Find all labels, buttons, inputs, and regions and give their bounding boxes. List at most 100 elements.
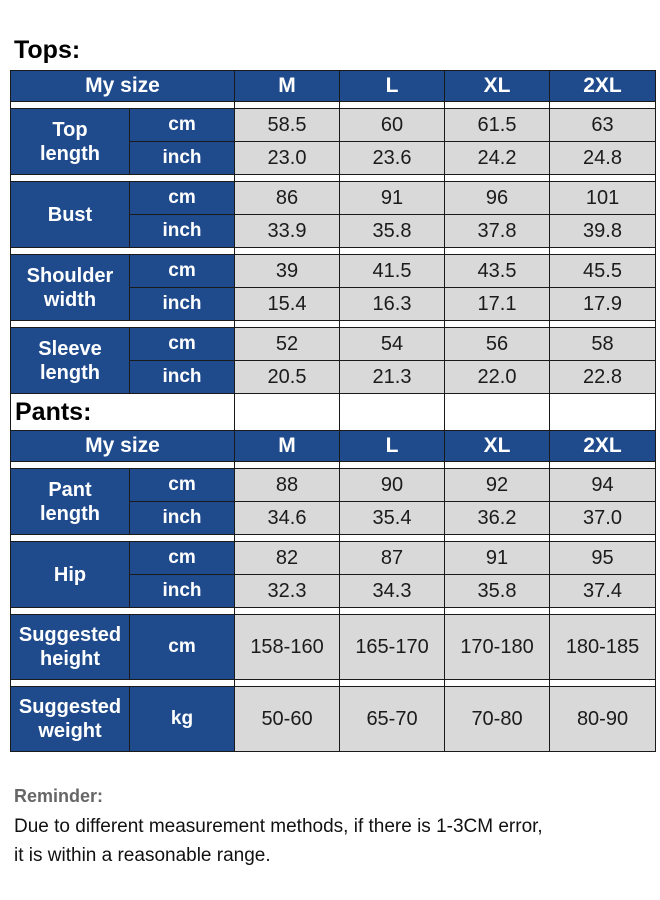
header-size-xl: XL (445, 71, 551, 102)
value-cell: 34.3 (340, 575, 446, 608)
reminder-title: Reminder: (14, 786, 104, 806)
value-cell: 37.0 (550, 502, 656, 535)
value-cell: 37.8 (445, 215, 551, 248)
reminder-line: Due to different measurement methods, if… (14, 816, 543, 837)
value-cell: 95 (550, 542, 656, 575)
value-cell: 39.8 (550, 215, 656, 248)
unit-label: inch (130, 575, 236, 608)
value-cell: 101 (550, 182, 656, 215)
value-cell: 45.5 (550, 255, 656, 288)
value-cell: 24.8 (550, 142, 656, 175)
value-cell: 52 (235, 328, 341, 361)
unit-label: cm (130, 328, 236, 361)
value-cell: 23.6 (340, 142, 446, 175)
value-cell: 96 (445, 182, 551, 215)
value-cell: 33.9 (235, 215, 341, 248)
value-cell: 65-70 (340, 687, 446, 751)
value-cell: 60 (340, 109, 446, 142)
unit-label: cm (130, 255, 236, 288)
header-size-m: M (235, 431, 341, 462)
value-cell: 43.5 (445, 255, 551, 288)
unit-label: inch (130, 288, 236, 321)
table-row: inch 32.3 34.3 35.8 37.4 (11, 575, 656, 608)
unit-label: cm (130, 469, 236, 502)
table-row: Suggested weight kg 50-60 65-70 70-80 80… (11, 687, 656, 751)
table-row: Bust cm 86 91 96 101 (11, 182, 656, 248)
header-size-l: L (340, 71, 446, 102)
unit-label: cm (130, 615, 236, 680)
value-cell: 54 (340, 328, 446, 361)
table-row: Shoulder width cm 39 41.5 43.5 45.5 (11, 255, 656, 321)
table-row: Sleeve length cm 52 54 56 58 (11, 328, 656, 394)
pants-title: Pants: (15, 398, 92, 426)
row-label-suggested-height: Suggested height (11, 615, 130, 680)
value-cell: 17.1 (445, 288, 551, 321)
value-cell: 90 (340, 469, 446, 502)
value-cell: 165-170 (340, 615, 446, 680)
value-cell: 32.3 (235, 575, 341, 608)
unit-label: inch (130, 502, 236, 535)
table-row: inch 34.6 35.4 36.2 37.0 (11, 502, 656, 535)
reminder-text: Due to different measurement methods, if… (14, 812, 654, 870)
row-label-suggested-weight: Suggested weight (11, 687, 130, 751)
value-cell: 22.8 (550, 361, 656, 394)
unit-label: kg (130, 687, 236, 751)
table-row: Top length cm 58.5 60 61.5 63 (11, 109, 656, 175)
unit-label: cm (130, 182, 236, 215)
row-label-bust: Bust (11, 182, 130, 248)
row-label-pant-length: Pant length (11, 469, 130, 535)
value-cell: 87 (340, 542, 446, 575)
unit-label: inch (130, 142, 236, 175)
table-row: Pant length cm 88 90 92 94 (11, 469, 656, 535)
value-cell: 41.5 (340, 255, 446, 288)
header-my-size: My size (11, 71, 236, 102)
value-cell: 91 (340, 182, 446, 215)
value-cell: 35.4 (340, 502, 446, 535)
table-row: Suggested height cm 158-160 165-170 170-… (11, 615, 656, 680)
unit-label: inch (130, 215, 236, 248)
value-cell: 56 (445, 328, 551, 361)
header-size-l: L (340, 431, 446, 462)
value-cell: 61.5 (445, 109, 551, 142)
row-label-top-length: Top length (11, 109, 130, 175)
value-cell: 22.0 (445, 361, 551, 394)
value-cell: 70-80 (445, 687, 551, 751)
value-cell: 58.5 (235, 109, 341, 142)
header-size-2xl: 2XL (550, 431, 656, 462)
value-cell: 94 (550, 469, 656, 502)
value-cell: 17.9 (550, 288, 656, 321)
reminder-line: it is within a reasonable range. (14, 845, 271, 866)
value-cell: 58 (550, 328, 656, 361)
tops-title: Tops: (14, 36, 81, 64)
unit-label: cm (130, 542, 236, 575)
table-row: inch 33.9 35.8 37.8 39.8 (11, 215, 656, 248)
value-cell: 35.8 (445, 575, 551, 608)
value-cell: 91 (445, 542, 551, 575)
value-cell: 80-90 (550, 687, 656, 751)
header-size-2xl: 2XL (550, 71, 656, 102)
value-cell: 16.3 (340, 288, 446, 321)
value-cell: 34.6 (235, 502, 341, 535)
value-cell: 24.2 (445, 142, 551, 175)
header-my-size: My size (11, 431, 236, 462)
table-row: Hip cm 82 87 91 95 (11, 542, 656, 608)
value-cell: 180-185 (550, 615, 656, 680)
value-cell: 86 (235, 182, 341, 215)
unit-label: inch (130, 361, 236, 394)
tops-size-table: My size M L XL 2XL Top length cm 58.5 60… (10, 70, 657, 752)
value-cell: 36.2 (445, 502, 551, 535)
value-cell: 39 (235, 255, 341, 288)
value-cell: 15.4 (235, 288, 341, 321)
pants-title-row: Pants: (11, 394, 656, 431)
value-cell: 37.4 (550, 575, 656, 608)
table-row: inch 20.5 21.3 22.0 22.8 (11, 361, 656, 394)
row-label-sleeve-length: Sleeve length (11, 328, 130, 394)
row-label-shoulder-width: Shoulder width (11, 255, 130, 321)
value-cell: 21.3 (340, 361, 446, 394)
tops-header-row: My size M L XL 2XL (11, 71, 656, 102)
value-cell: 63 (550, 109, 656, 142)
value-cell: 92 (445, 469, 551, 502)
value-cell: 35.8 (340, 215, 446, 248)
table-row: inch 23.0 23.6 24.2 24.8 (11, 142, 656, 175)
value-cell: 158-160 (235, 615, 341, 680)
